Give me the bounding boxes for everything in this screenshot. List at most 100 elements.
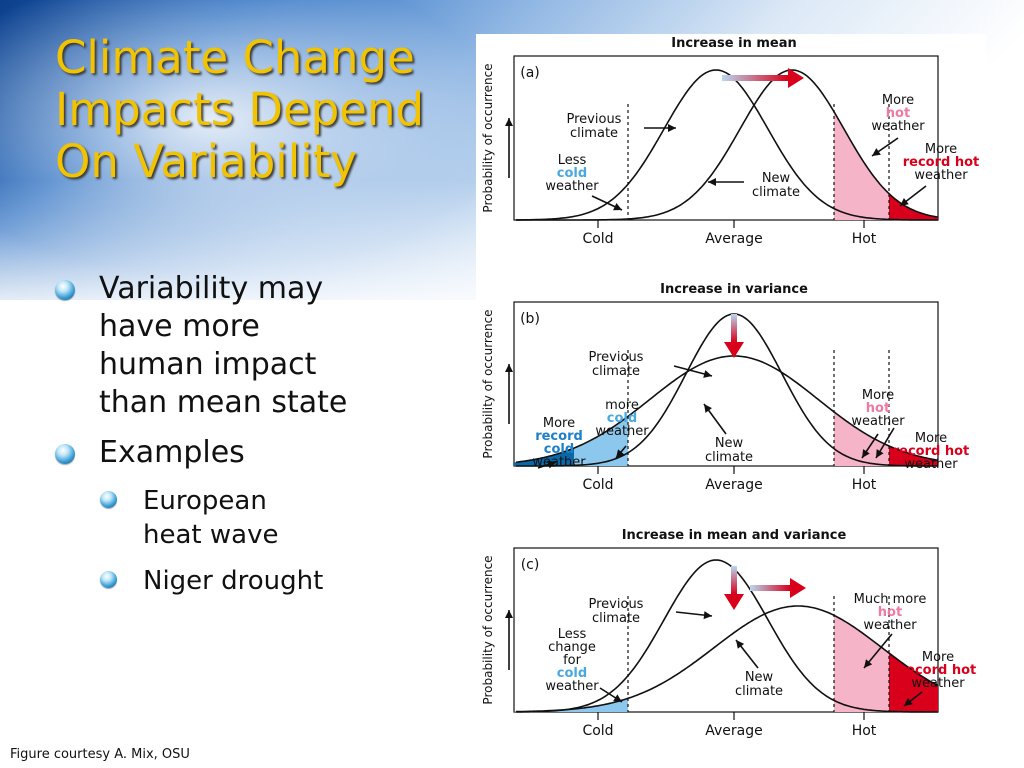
right-arrow-head [790, 578, 806, 598]
pointer-arrow-head [505, 364, 513, 372]
x-tick-label: Average [705, 477, 763, 493]
bullet-line: than mean state [99, 385, 348, 420]
hot-weather-note: weather [863, 618, 917, 633]
pointer-arrow [675, 611, 713, 620]
pointer-arrow [537, 460, 557, 469]
cold-weather-note: cold [557, 166, 587, 181]
record-cold-weather-note: weather [532, 455, 586, 470]
panel-letter: (b) [520, 311, 540, 327]
new-climate-label: climate [705, 450, 753, 465]
blue-orb-bullet-icon [100, 491, 117, 508]
pointer-arrow [505, 364, 513, 424]
pointer-arrow [673, 365, 713, 378]
hot-weather-note: weather [851, 414, 905, 429]
hot-weather-note: hot [866, 401, 890, 416]
pointer-arrow-head [616, 449, 625, 458]
new-climate-curve [516, 605, 939, 713]
record-hot-weather-note: record hot [893, 444, 970, 459]
new-climate-label: climate [735, 684, 783, 699]
new-climate-label: New [762, 171, 791, 186]
bullet-line: heat wave [143, 520, 279, 550]
previous-climate-label: climate [592, 611, 640, 626]
pointer-arrow [599, 687, 623, 703]
hot-weather-note: Much more [854, 592, 927, 607]
pointer-arrow-head [613, 202, 622, 211]
slide-title: Climate Change Impacts Depend On Variabi… [55, 32, 475, 188]
blue-orb-bullet-icon [100, 571, 117, 588]
pointer-arrow [708, 178, 744, 186]
down-arrow-head [724, 594, 744, 610]
pointer-arrow [591, 195, 623, 211]
cold-area [574, 416, 628, 466]
pointer-arrow-head [862, 449, 870, 458]
previous-climate-label: climate [570, 126, 618, 141]
title-line: On Variability [55, 135, 358, 188]
previous-climate-label: Previous [589, 597, 644, 612]
pointer-arrow [644, 124, 676, 132]
pointer-arrow [875, 427, 895, 459]
down-arrow-head [724, 342, 744, 358]
bullet-line: human impact [99, 347, 317, 382]
panel-heading: Increase in variance [660, 282, 808, 297]
record-cold-weather-note: cold [544, 442, 574, 457]
record-hot-area [889, 653, 938, 712]
cold-weather-note: weather [545, 179, 599, 194]
record-cold-weather-note: More [543, 416, 575, 431]
record-hot-weather-note: weather [911, 676, 965, 691]
hot-area [834, 111, 889, 220]
pointer-arrow-head [736, 640, 745, 649]
x-tick-label: Average [705, 231, 763, 247]
pointer-arrow-head [704, 404, 712, 413]
x-tick-label: Average [705, 723, 763, 739]
pointer-arrow [505, 610, 513, 670]
panel-letter: (c) [521, 557, 540, 573]
x-tick-label: Cold [582, 723, 613, 739]
hot-weather-note: More [882, 93, 914, 108]
sub-bullet-item: European heat wave [55, 484, 455, 552]
previous-climate-curve [516, 559, 938, 713]
hot-weather-note: hot [878, 605, 902, 620]
hot-area [834, 615, 889, 712]
panel-heading: Increase in mean and variance [622, 528, 847, 543]
right-arrow-icon [750, 578, 806, 598]
pointer-arrow-head [703, 370, 712, 378]
right-arrow-shaft [750, 585, 790, 591]
figure-credit: Figure courtesy A. Mix, OSU [10, 747, 190, 762]
pointer-arrow-head [703, 611, 712, 620]
pointer-arrow [615, 445, 627, 459]
previous-climate-label: climate [592, 364, 640, 379]
y-axis-label: Probability of occurrence [481, 63, 495, 212]
y-axis-label: Probability of occurrence [481, 555, 495, 704]
pointer-arrow [899, 185, 927, 207]
y-axis-label: Probability of occurrence [481, 309, 495, 458]
x-tick-label: Hot [852, 723, 877, 739]
pointer-arrow [903, 691, 923, 707]
sub-bullet-item: Niger drought [55, 564, 455, 598]
cold-weather-note: Less [558, 627, 587, 642]
cold-weather-note: Less [558, 153, 587, 168]
panel-frame [513, 547, 939, 713]
x-tick-label: Cold [582, 477, 613, 493]
new-climate-label: New [715, 436, 744, 451]
pointer-arrow-head [708, 178, 716, 186]
blue-orb-bullet-icon [55, 280, 75, 300]
record-cold-weather-note: record [535, 429, 583, 444]
hot-weather-note: weather [871, 119, 925, 134]
pointer-arrow-head [864, 659, 873, 668]
record-hot-weather-note: weather [914, 168, 968, 183]
previous-climate-curve [516, 69, 938, 221]
bullet-item: Examples [55, 434, 455, 472]
right-arrow-shaft [722, 75, 788, 81]
down-arrow-icon [724, 314, 744, 358]
pointer-arrow [735, 639, 759, 669]
record-hot-weather-note: weather [904, 457, 958, 472]
record-hot-weather-note: record hot [900, 663, 977, 678]
pointer-arrow-head [505, 118, 513, 126]
record-hot-area [889, 193, 938, 220]
bullet-item: Variability may have more human impact t… [55, 270, 455, 422]
new-climate-curve [515, 355, 939, 463]
cold-weather-note: change [548, 640, 596, 655]
pointer-arrow-head [547, 460, 556, 469]
hot-weather-note: hot [886, 106, 910, 121]
panel-a: Increase in mean (a) Probability of occurr… [481, 36, 939, 247]
